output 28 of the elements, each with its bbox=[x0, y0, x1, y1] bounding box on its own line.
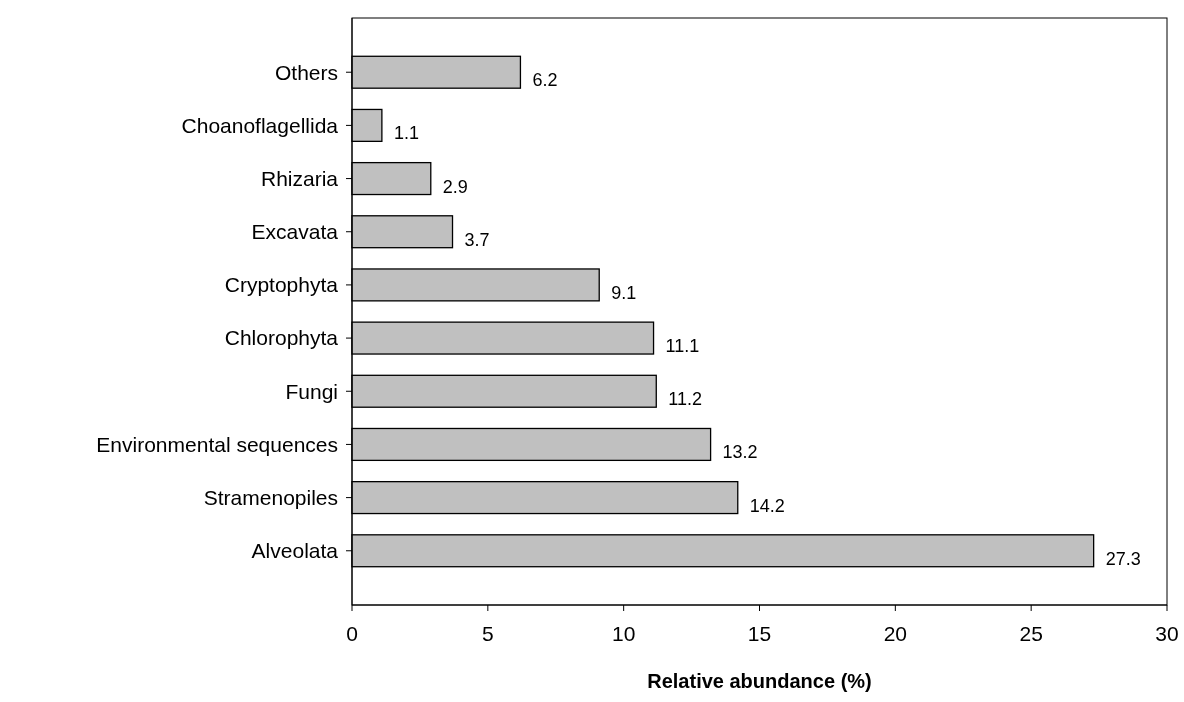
y-tick-label: Stramenopiles bbox=[203, 485, 338, 509]
x-tick-label: 30 bbox=[1155, 622, 1179, 645]
data-label: 3.7 bbox=[464, 229, 490, 250]
y-tick-label: Others bbox=[274, 60, 338, 84]
data-label: 13.2 bbox=[722, 442, 758, 463]
data-label: 1.1 bbox=[393, 123, 419, 144]
x-tick-label: 5 bbox=[481, 622, 494, 645]
data-label: 11.2 bbox=[668, 389, 702, 410]
data-label: 14.2 bbox=[749, 495, 785, 516]
x-tick-label: 15 bbox=[747, 622, 772, 645]
data-label: 27.3 bbox=[1105, 548, 1141, 569]
y-tick-label: Excavata bbox=[251, 220, 339, 244]
y-tick-label: Environmental sequences bbox=[96, 432, 338, 456]
x-tick-label: 25 bbox=[1019, 622, 1043, 645]
y-tick-label: Fungi bbox=[285, 379, 338, 403]
x-tick-label: 0 bbox=[346, 622, 358, 645]
x-tick-label: 20 bbox=[883, 622, 908, 645]
x-tick-label: 10 bbox=[611, 622, 636, 645]
data-label: 9.1 bbox=[611, 282, 637, 303]
x-axis-title: Relative abundance (%) bbox=[647, 670, 872, 692]
y-tick-label: Choanoflagellida bbox=[181, 113, 339, 137]
data-label: 6.2 bbox=[532, 70, 558, 91]
y-tick-label: Chlorophyta bbox=[224, 326, 339, 350]
data-label: 11.1 bbox=[665, 336, 700, 357]
data-label: 2.9 bbox=[442, 176, 468, 197]
y-tick-label: Alveolata bbox=[251, 539, 339, 563]
y-tick-label: Cryptophyta bbox=[224, 273, 339, 297]
y-tick-label: Rhizaria bbox=[260, 166, 339, 190]
